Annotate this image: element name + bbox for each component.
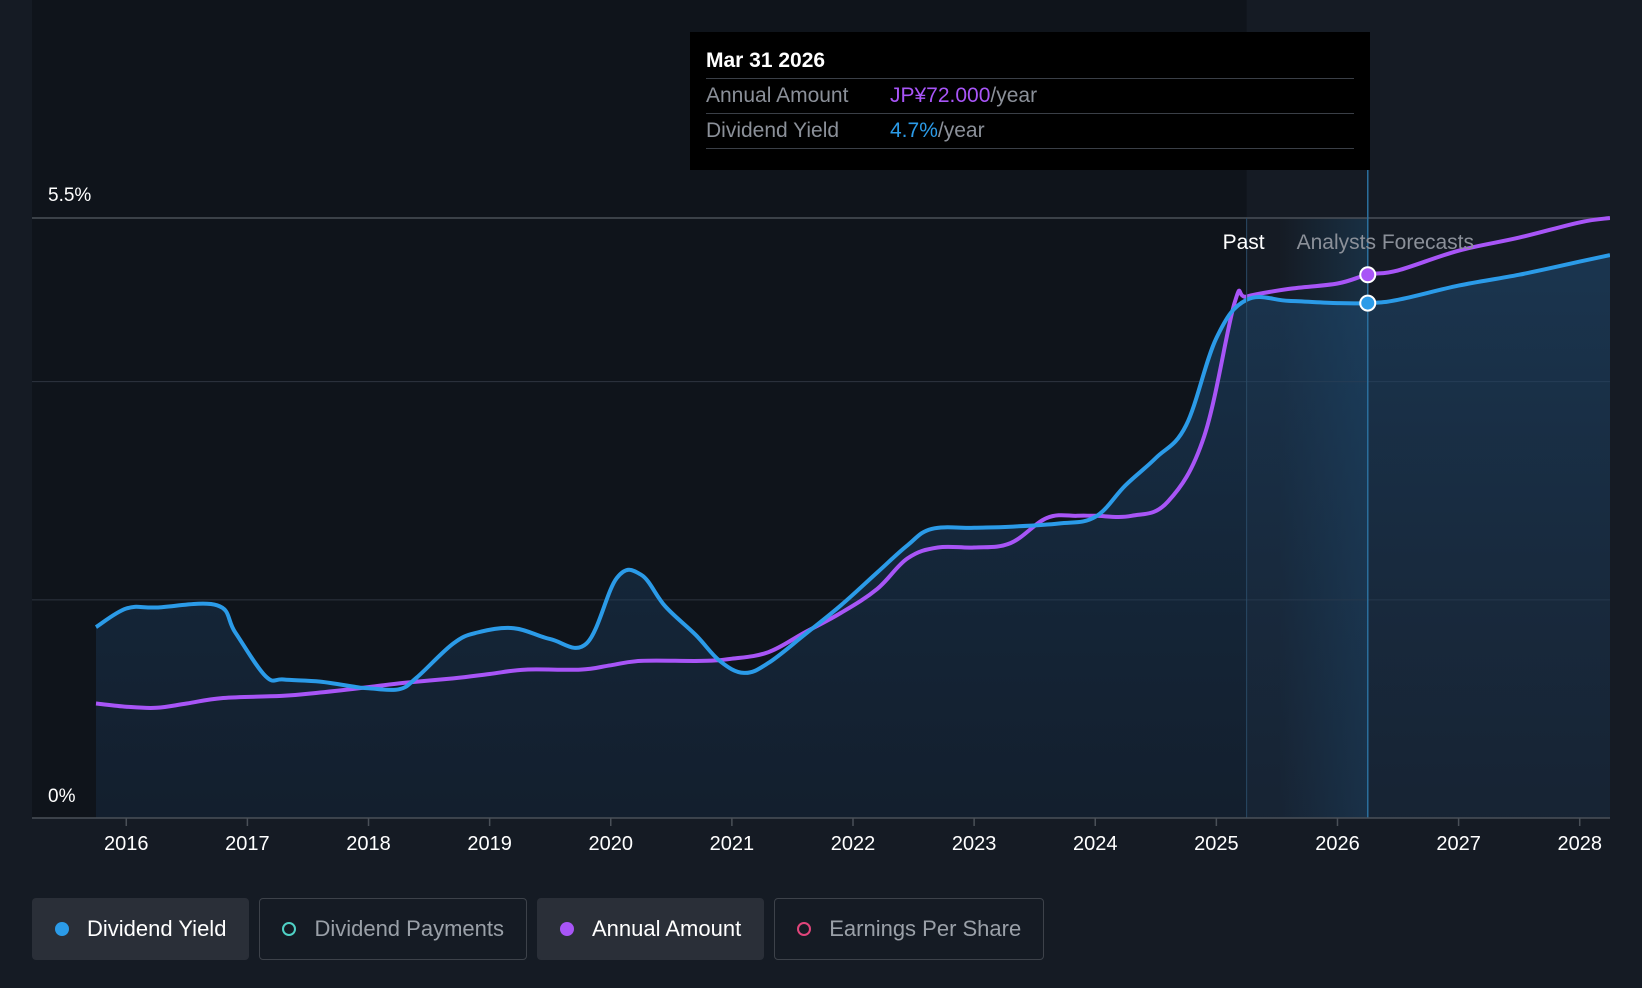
x-tick-label: 2026 [1315,833,1360,855]
x-tick-label: 2027 [1436,833,1481,855]
legend-dot-annual-amount [559,922,574,936]
legend-dot-dividend-yield [55,922,69,936]
annual-amount-marker[interactable] [1359,266,1377,284]
x-tick-label: 2024 [1073,833,1118,855]
legend: Dividend Yield Dividend Payments Annual … [32,898,1045,960]
y-tick-label-bottom: 0% [48,786,76,807]
legend-dividend-payments[interactable]: Dividend Payments [259,898,527,960]
tooltip-yield-unit: /year [937,119,985,142]
x-tick-label: 2023 [952,833,997,855]
tooltip-annual-row: Annual Amount JP¥72.000/year [706,79,1354,114]
x-tick-label: 2022 [831,833,876,855]
x-tick-label: 2021 [710,833,755,855]
legend-label-annual-amount: Annual Amount [591,916,742,941]
legend-annual-amount[interactable]: Annual Amount [536,898,765,960]
past-label: Past [1223,231,1265,254]
x-tick-label: 2017 [225,833,270,855]
legend-label-dividend-yield: Dividend Yield [87,916,227,941]
tooltip-yield-row: Dividend Yield 4.7%/year [706,114,1354,149]
x-tick-label: 2018 [346,833,391,855]
x-tick-label: 2020 [589,833,634,855]
forecast-label: Analysts Forecasts [1297,231,1474,254]
tooltip-annual-unit: /year [990,84,1038,107]
tooltip-date: Mar 31 2026 [706,44,1354,79]
legend-label-dividend-payments: Dividend Payments [314,916,504,941]
legend-label-earnings-per-share: Earnings Per Share [829,916,1022,941]
x-tick-label: 2016 [104,833,149,855]
x-tick-label: 2028 [1557,833,1602,855]
y-tick-label-top: 5.5% [48,185,91,206]
legend-dividend-yield[interactable]: Dividend Yield [32,898,250,960]
dividend-yield-line [94,253,1610,692]
x-tick-label: 2019 [467,833,512,855]
tooltip-annual-label: Annual Amount [706,84,849,107]
x-tick-label: 2025 [1194,833,1239,855]
legend-earnings-per-share[interactable]: Earnings Per Share [774,898,1045,960]
tooltip: Mar 31 2026 Annual Amount JP¥72.000/year… [690,32,1370,170]
x-axis-ticks: 2016 2017 2018 2019 2020 2021 2022 2023 2024 2025… [104,818,1602,855]
tooltip-yield-value: 4.7% [890,119,938,142]
legend-dot-earnings-per-share [797,922,812,936]
dividend-yield-marker[interactable] [1359,294,1377,312]
legend-dot-dividend-payments [282,922,297,936]
tooltip-annual-value: JP¥72.000 [890,84,991,107]
tooltip-yield-label: Dividend Yield [706,119,840,142]
